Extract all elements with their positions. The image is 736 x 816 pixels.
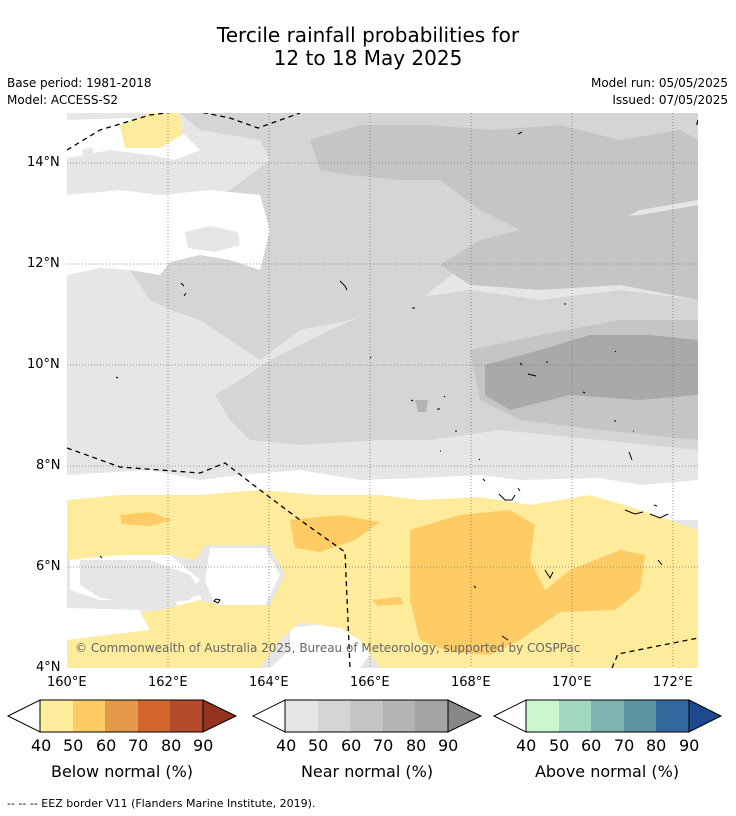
- cb-below-tick-70: 70: [128, 736, 149, 755]
- lon-tick-162: 162°E: [148, 675, 188, 690]
- copyright-notice: © Commonwealth of Australia 2025, Bureau…: [75, 641, 581, 655]
- eez-border-lines: [67, 113, 698, 668]
- cb-below-tick-60: 60: [96, 736, 117, 755]
- lat-tick-14: 14°N: [27, 155, 60, 170]
- colorbar-above-normal: [492, 699, 723, 733]
- lon-tick-160: 160°E: [47, 675, 87, 690]
- colorbar-swatch: [105, 700, 138, 732]
- base-period: Base period: 1981-2018: [7, 76, 152, 90]
- lat-tick-6: 6°N: [36, 559, 61, 574]
- probability-fill: [67, 113, 698, 668]
- colorbar-swatch: [526, 700, 559, 732]
- model-run: Model run: 05/05/2025: [590, 76, 728, 90]
- lon-tick-164: 164°E: [249, 675, 289, 690]
- cb-below-tick-90: 90: [193, 736, 214, 755]
- colorbar-below-normal: [6, 699, 238, 733]
- colorbar-swatch: [559, 700, 591, 732]
- cb-near-tick-90: 90: [438, 736, 459, 755]
- colorbar-label-near-normal: Near normal (%): [300, 762, 434, 781]
- lat-tick-4: 4°N: [36, 660, 61, 675]
- colorbar-swatch: [350, 700, 383, 732]
- model-name: Model: ACCESS-S2: [7, 93, 119, 107]
- cb-near-tick-60: 60: [341, 736, 362, 755]
- colorbar-label-above-normal: Above normal (%): [534, 762, 680, 781]
- lon-tick-166: 166°E: [350, 675, 390, 690]
- colorbar-swatch: [591, 700, 624, 732]
- colorbar-swatch: [170, 700, 203, 732]
- lat-tick-12: 12°N: [27, 256, 60, 271]
- colorbar-swatch: [689, 700, 721, 732]
- issued-date: Issued: 07/05/2025: [612, 93, 728, 107]
- colorbar-near-normal: [251, 699, 483, 733]
- lat-tick-10: 10°N: [27, 357, 60, 372]
- colorbar-swatch: [40, 700, 73, 732]
- cb-above-tick-40: 40: [516, 736, 537, 755]
- lat-tick-8: 8°N: [36, 458, 61, 473]
- cb-above-tick-80: 80: [646, 736, 667, 755]
- colorbar-label-below-normal: Below normal (%): [50, 762, 194, 781]
- islands: [99, 131, 669, 641]
- cb-above-tick-50: 50: [549, 736, 570, 755]
- cb-below-tick-40: 40: [31, 736, 52, 755]
- colorbar-swatch: [415, 700, 448, 732]
- cb-near-tick-50: 50: [308, 736, 329, 755]
- cb-near-tick-40: 40: [276, 736, 297, 755]
- map-title-line2: 12 to 18 May 2025: [273, 46, 463, 70]
- lon-tick-170: 170°E: [552, 675, 592, 690]
- colorbar-swatch: [73, 700, 105, 732]
- colorbar-swatch: [318, 700, 350, 732]
- map-gridlines: [67, 113, 698, 668]
- lon-tick-172: 172°E: [653, 675, 693, 690]
- cb-above-tick-90: 90: [679, 736, 700, 755]
- eez-footnote: -- -- -- EEZ border V11 (Flanders Marine…: [7, 797, 316, 810]
- colorbar-swatch: [285, 700, 318, 732]
- colorbar-swatch: [383, 700, 415, 732]
- colorbar-swatch: [448, 700, 481, 732]
- cb-below-tick-80: 80: [161, 736, 182, 755]
- cb-above-tick-70: 70: [614, 736, 635, 755]
- cb-near-tick-80: 80: [406, 736, 427, 755]
- cb-above-tick-60: 60: [581, 736, 602, 755]
- colorbar-swatch: [656, 700, 689, 732]
- lon-tick-168: 168°E: [451, 675, 491, 690]
- cb-near-tick-70: 70: [373, 736, 394, 755]
- colorbar-swatch: [138, 700, 170, 732]
- cb-below-tick-50: 50: [63, 736, 84, 755]
- map-title-line1: Tercile rainfall probabilities for: [216, 23, 520, 47]
- colorbar-swatch: [203, 700, 236, 732]
- colorbar-swatch: [624, 700, 656, 732]
- colorbar-graphics: [6, 699, 723, 733]
